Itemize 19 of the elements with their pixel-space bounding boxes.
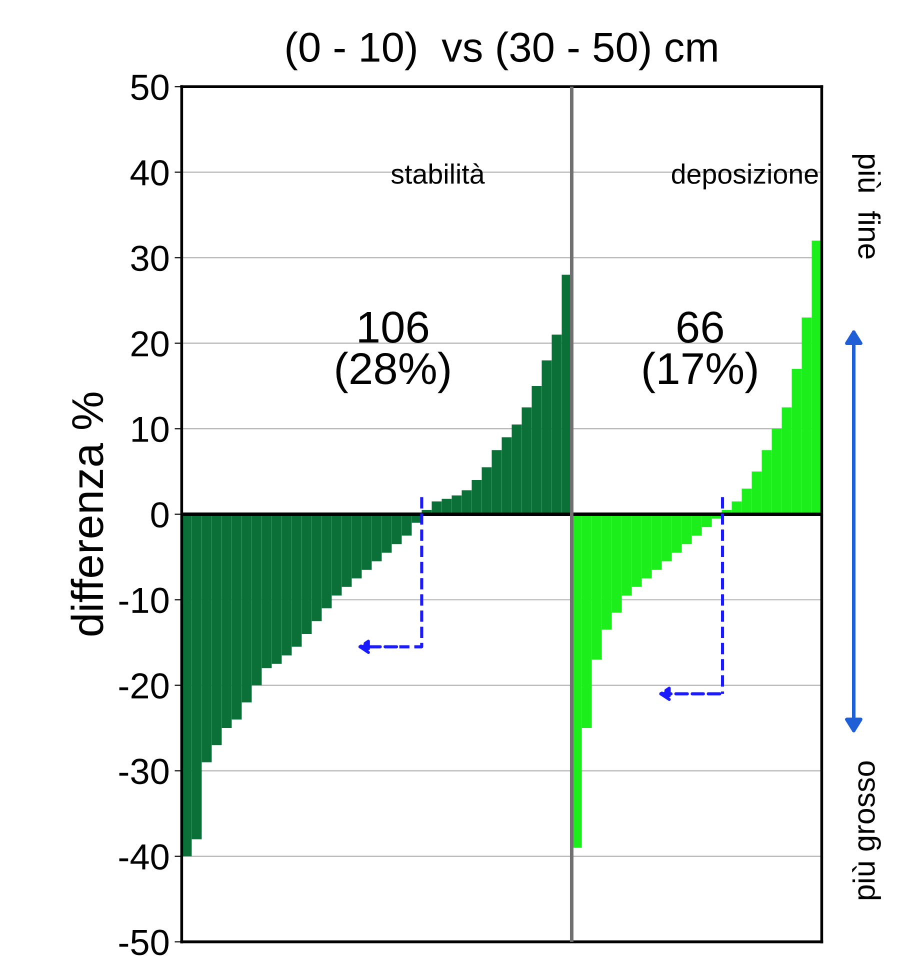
y-tick-label: -20 xyxy=(119,673,168,699)
y-tick-label: -50 xyxy=(119,930,168,956)
y-tick-label: 10 xyxy=(132,416,168,442)
y-tick-label: 20 xyxy=(132,331,168,357)
y-tick-label: -30 xyxy=(119,758,168,784)
text: più grosso xyxy=(852,761,881,900)
y-tick-label: -40 xyxy=(119,844,168,870)
annotation: 106 (28%) xyxy=(336,312,450,394)
y-axis-title: differenza % xyxy=(70,392,104,636)
y-tick-label: -10 xyxy=(119,588,168,614)
annotation: 66 (17%) xyxy=(644,312,757,394)
y-tick-label: 50 xyxy=(131,74,168,100)
annotation: stabilità xyxy=(391,163,485,184)
y-tick-label: 0 xyxy=(151,502,168,528)
text: più fine xyxy=(852,154,881,259)
chart-title: (0 - 10) vs (30 - 50) cm xyxy=(286,31,717,70)
annotation: deposizione xyxy=(672,164,818,190)
y-tick-label: 30 xyxy=(131,246,168,272)
y-tick-label: 40 xyxy=(130,160,168,186)
